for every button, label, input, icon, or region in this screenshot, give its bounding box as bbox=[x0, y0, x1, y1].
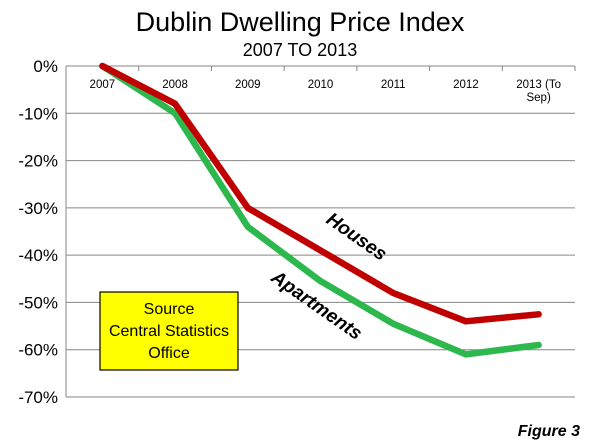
x-tick-label: 2009 bbox=[235, 79, 261, 91]
source-line-3: Office bbox=[148, 345, 190, 362]
chart-subtitle: 2007 TO 2013 bbox=[243, 40, 357, 60]
axis: 0% -10% -20% -30% -40% -50% -60% -70% 2007 2008 20… bbox=[18, 57, 576, 407]
x-tick-label: 2012 bbox=[453, 79, 479, 91]
x-tick-label: 2011 bbox=[381, 79, 406, 91]
chart-title: Dublin Dwelling Price Index bbox=[136, 7, 465, 37]
source-line-2: Central Statistics bbox=[109, 323, 229, 340]
x-tick-label: 2010 bbox=[308, 79, 334, 91]
y-tick-label: 0% bbox=[33, 57, 58, 76]
x-tick-label: 2008 bbox=[162, 79, 188, 91]
y-tick-label: -30% bbox=[18, 199, 58, 218]
figure-label: Figure 3 bbox=[518, 423, 580, 440]
series-lines bbox=[99, 62, 542, 358]
source-line-1: Source bbox=[144, 301, 195, 318]
y-tick-label: -60% bbox=[18, 341, 58, 360]
y-tick-label: -40% bbox=[18, 246, 58, 265]
x-tick-label: 2013 (To bbox=[516, 79, 561, 91]
x-tick-label: 2007 bbox=[90, 79, 116, 91]
x-tick-label: Sep) bbox=[526, 92, 550, 104]
source-box: Source Central Statistics Office bbox=[99, 291, 239, 371]
y-tick-label: -20% bbox=[18, 152, 58, 171]
y-tick-label: -50% bbox=[18, 293, 58, 312]
y-tick-label: -10% bbox=[18, 104, 58, 123]
y-tick-label: -70% bbox=[18, 388, 58, 407]
